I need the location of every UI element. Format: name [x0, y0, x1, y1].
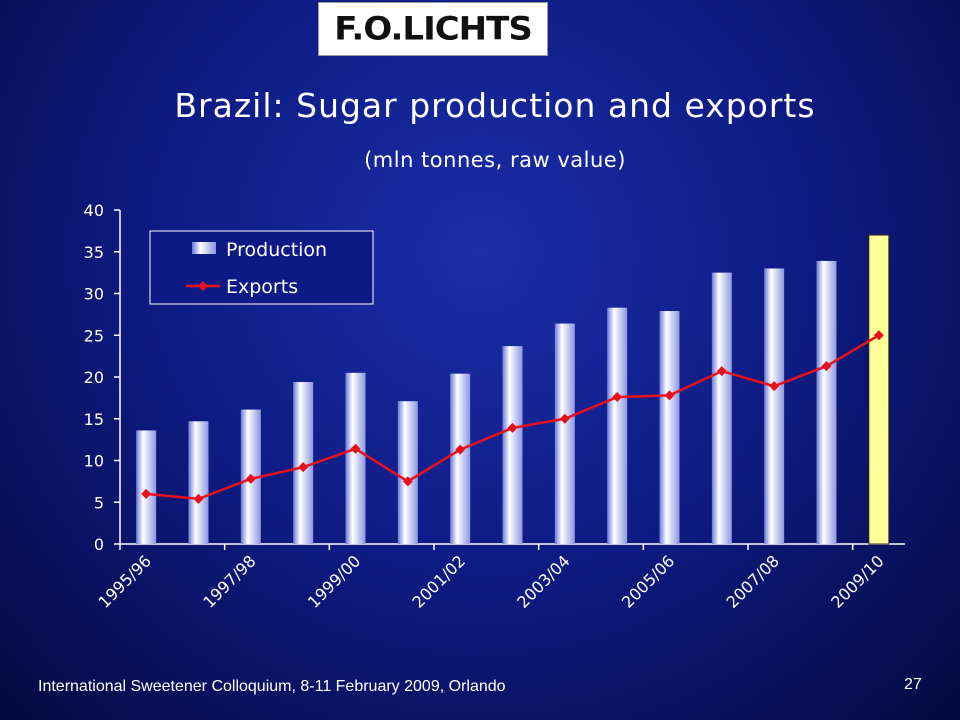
production-bar: [816, 260, 837, 544]
exports-point: [716, 366, 727, 377]
production-bar: [711, 272, 732, 544]
exports-point: [612, 392, 623, 403]
production-bar: [868, 234, 890, 545]
legend-swatch-production: [192, 242, 216, 254]
legend-swatch-exports-marker: [198, 281, 208, 291]
bars: [136, 234, 890, 545]
production-bar: [397, 401, 418, 544]
x-tick-label: 1997/98: [199, 551, 259, 611]
production-bar: [607, 307, 628, 544]
legend-label-exports: Exports: [226, 276, 298, 298]
x-tick-label: 1995/96: [95, 551, 155, 611]
y-tick-label: 5: [94, 493, 104, 512]
exports-point: [507, 422, 518, 433]
exports-point: [664, 390, 675, 401]
exports-point: [193, 493, 204, 504]
x-tick-label: 2003/04: [513, 551, 573, 611]
x-tick-label: 2009/10: [827, 551, 887, 611]
x-tick-label: 2007/08: [723, 551, 783, 611]
chart-subtitle: (mln tonnes, raw value): [364, 148, 626, 172]
footer-text: International Sweetener Colloquium, 8-11…: [38, 678, 506, 695]
exports-point: [821, 361, 832, 372]
exports-point: [873, 330, 884, 341]
exports-point: [769, 381, 780, 392]
legend: Production Exports: [149, 230, 374, 305]
legend-box: [149, 230, 374, 305]
y-tick-label: 25: [84, 326, 104, 345]
exports-line: [141, 330, 884, 504]
exports-point: [245, 473, 256, 484]
y-tick-label: 40: [84, 201, 104, 220]
production-bar: [188, 421, 209, 544]
exports-point: [298, 462, 309, 473]
x-tick-label: 2005/06: [618, 551, 678, 611]
y-tick-label: 35: [84, 243, 104, 262]
legend-label-production: Production: [226, 239, 327, 261]
production-bar: [659, 311, 680, 544]
logo: F.O.LICHTS: [318, 2, 548, 56]
production-bar: [450, 373, 471, 544]
y-tick-label: 30: [84, 285, 104, 304]
production-bar: [554, 323, 575, 544]
exports-point: [455, 444, 466, 455]
exports-point: [402, 476, 413, 487]
chart-title: Brazil: Sugar production and exports: [174, 86, 816, 125]
y-tick-label: 10: [84, 452, 104, 471]
production-bar: [502, 346, 523, 544]
y-tick-label: 0: [94, 535, 104, 554]
production-bar: [345, 372, 366, 544]
x-tick-label: 2001/02: [409, 551, 469, 611]
x-tick-label: 1999/00: [304, 551, 364, 611]
exports-point: [350, 443, 361, 454]
logo-text: F.O.LICHTS: [334, 10, 533, 48]
y-tick-label: 15: [84, 410, 104, 429]
production-bar: [136, 430, 157, 544]
production-bar: [764, 268, 785, 544]
page-number: 27: [904, 676, 922, 693]
y-tick-label: 20: [84, 368, 104, 387]
exports-point: [141, 488, 152, 499]
exports-point: [559, 413, 570, 424]
